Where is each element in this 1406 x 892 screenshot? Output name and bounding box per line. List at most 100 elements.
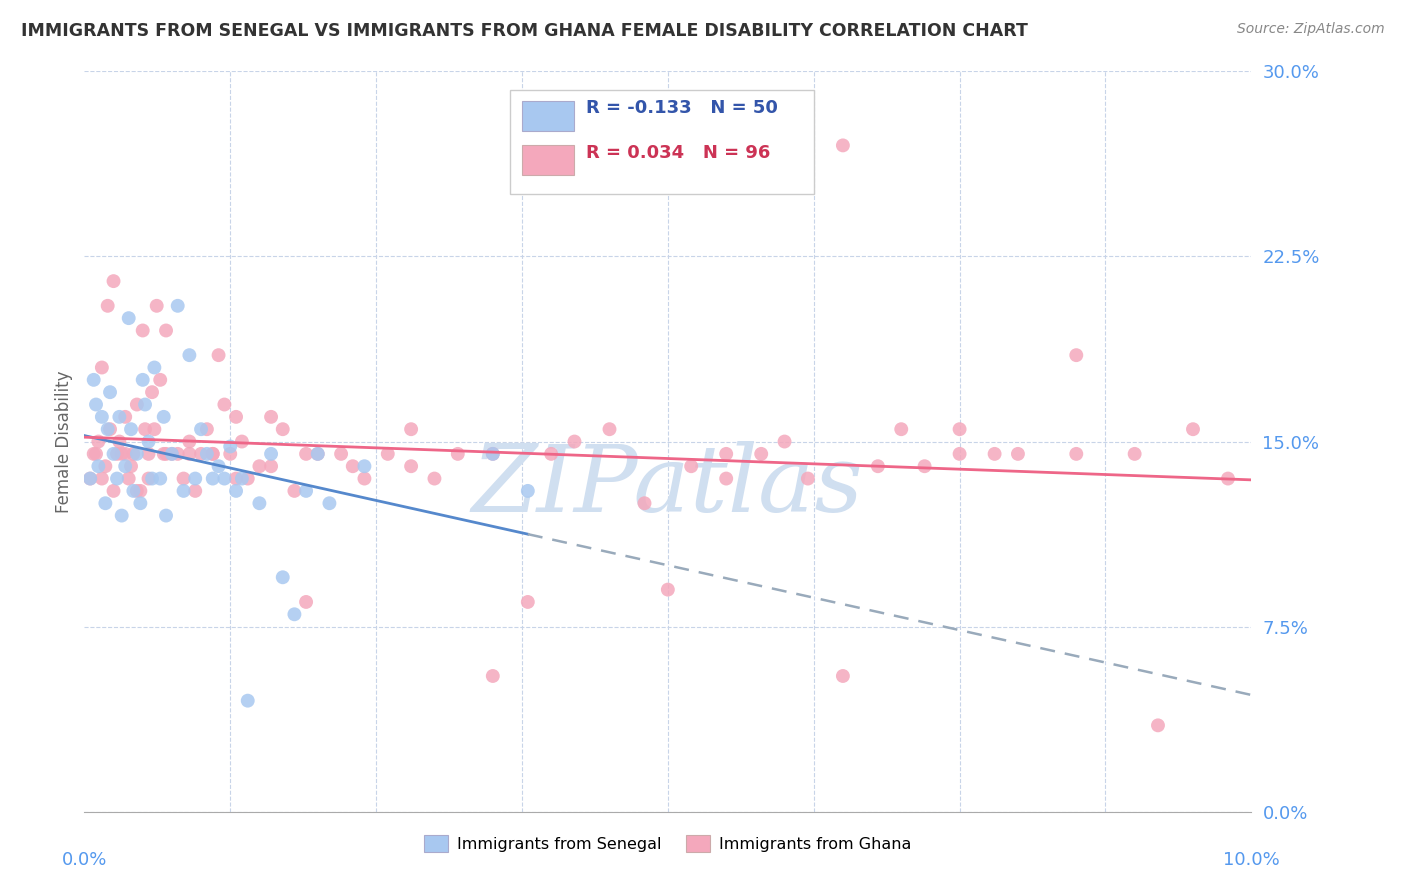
Point (90, 471, 112, 485)
Point (201, 447, 224, 461)
Point (122, 447, 145, 461)
Point (179, 348, 201, 362)
Point (105, 471, 128, 485)
Point (914, 459, 936, 474)
Point (103, 447, 125, 461)
Point (195, 447, 218, 461)
Point (377, 447, 399, 461)
Point (271, 570, 294, 584)
Point (1066, 447, 1088, 461)
Point (949, 447, 972, 461)
Point (143, 422, 166, 436)
Point (599, 422, 621, 436)
Text: IMMIGRANTS FROM SENEGAL VS IMMIGRANTS FROM GHANA FEMALE DISABILITY CORRELATION C: IMMIGRANTS FROM SENEGAL VS IMMIGRANTS FR… (21, 22, 1028, 40)
Point (295, 447, 318, 461)
Point (1066, 348, 1088, 362)
Point (399, 459, 422, 474)
Point (134, 398, 156, 412)
Point (225, 471, 247, 485)
Point (155, 324, 177, 338)
Point (166, 299, 188, 313)
Point (103, 274, 125, 288)
Point (249, 459, 271, 474)
Y-axis label: Female Disability: Female Disability (55, 370, 73, 513)
Point (749, 447, 772, 461)
Point (516, 483, 538, 498)
Point (129, 496, 152, 510)
Point (482, 447, 505, 461)
Point (307, 447, 329, 461)
Point (681, 459, 703, 474)
Text: 0.0%: 0.0% (62, 851, 107, 869)
Point (105, 447, 128, 461)
Point (132, 373, 155, 387)
Point (125, 483, 148, 498)
Point (399, 422, 422, 436)
Point (201, 471, 224, 485)
Point (283, 607, 305, 622)
Point (295, 483, 318, 498)
Point (138, 471, 160, 485)
Point (98, 385, 121, 400)
Point (219, 440, 242, 454)
Point (87, 459, 110, 474)
Point (201, 447, 224, 461)
Point (138, 434, 160, 449)
Point (657, 582, 679, 597)
Point (87, 434, 110, 449)
Point (482, 669, 505, 683)
Point (83, 447, 105, 461)
Point (122, 483, 145, 498)
FancyBboxPatch shape (510, 90, 814, 194)
Point (173, 483, 195, 498)
Point (108, 409, 131, 424)
Point (111, 447, 134, 461)
Point (184, 471, 207, 485)
FancyBboxPatch shape (522, 145, 575, 175)
Point (260, 409, 283, 424)
Point (125, 398, 148, 412)
Point (214, 398, 236, 412)
Text: R = 0.034   N = 96: R = 0.034 N = 96 (586, 144, 770, 161)
Point (716, 471, 738, 485)
Point (79, 471, 101, 485)
Point (129, 483, 152, 498)
Point (141, 385, 163, 400)
Point (353, 471, 375, 485)
Point (214, 471, 236, 485)
Point (949, 422, 972, 436)
FancyBboxPatch shape (522, 101, 575, 130)
Point (90, 360, 112, 375)
Point (447, 447, 470, 461)
Point (330, 447, 353, 461)
Point (1216, 471, 1239, 485)
Point (564, 434, 586, 449)
Point (423, 471, 446, 485)
Point (249, 496, 271, 510)
Point (866, 459, 889, 474)
Point (90, 409, 112, 424)
Point (97, 422, 120, 436)
Point (94, 496, 117, 510)
Point (149, 471, 172, 485)
Point (773, 434, 796, 449)
Point (797, 471, 820, 485)
Point (179, 434, 201, 449)
Point (149, 373, 172, 387)
Point (155, 447, 177, 461)
Point (207, 348, 229, 362)
Point (84, 447, 107, 461)
Point (236, 471, 259, 485)
Point (482, 447, 505, 461)
Point (179, 447, 201, 461)
Point (125, 447, 148, 461)
Point (832, 138, 855, 153)
Point (716, 447, 738, 461)
Point (143, 360, 166, 375)
Point (283, 483, 305, 498)
Point (155, 508, 177, 523)
Point (152, 447, 174, 461)
Point (1182, 422, 1205, 436)
Text: 10.0%: 10.0% (1223, 851, 1279, 869)
Point (103, 483, 125, 498)
